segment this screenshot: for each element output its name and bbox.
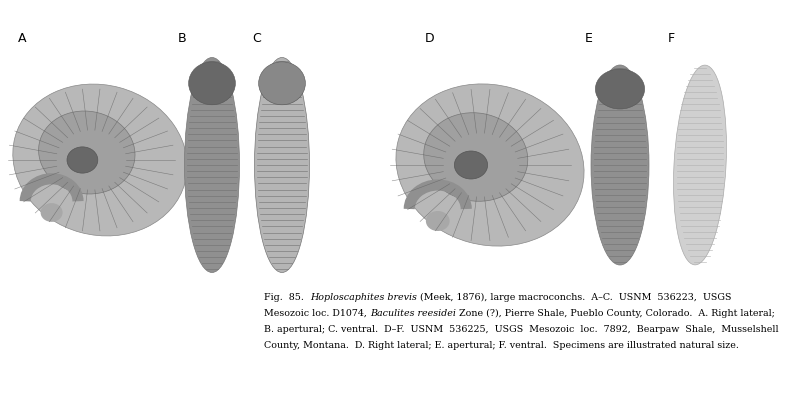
Text: B. apertural; C. ventral.  D–F.  USNM  536225,  USGS  Mesozoic  loc.  7892,  Bea: B. apertural; C. ventral. D–F. USNM 5362… xyxy=(264,325,778,334)
Ellipse shape xyxy=(41,203,62,222)
Ellipse shape xyxy=(426,211,450,231)
Text: E: E xyxy=(585,32,593,45)
Ellipse shape xyxy=(13,84,187,236)
Text: Zone (?), Pierre Shale, Pueblo County, Colorado.  A. Right lateral;: Zone (?), Pierre Shale, Pueblo County, C… xyxy=(456,309,774,318)
Ellipse shape xyxy=(595,69,645,109)
Text: Hoploscaphites brevis: Hoploscaphites brevis xyxy=(310,293,417,302)
Text: A: A xyxy=(18,32,26,45)
Ellipse shape xyxy=(454,151,488,179)
Ellipse shape xyxy=(424,113,528,201)
Text: B: B xyxy=(178,32,186,45)
Ellipse shape xyxy=(258,62,306,105)
Text: Mesozoic loc. D1074,: Mesozoic loc. D1074, xyxy=(264,309,370,318)
Ellipse shape xyxy=(189,62,235,105)
Ellipse shape xyxy=(185,58,239,272)
Ellipse shape xyxy=(67,147,98,173)
Text: Baculites reesidei: Baculites reesidei xyxy=(370,309,456,318)
Text: C: C xyxy=(252,32,261,45)
Ellipse shape xyxy=(591,65,649,265)
Ellipse shape xyxy=(38,111,135,194)
Text: D: D xyxy=(425,32,434,45)
Text: F: F xyxy=(668,32,675,45)
Text: Fig.  85.: Fig. 85. xyxy=(264,293,310,302)
Text: County, Montana.  D. Right lateral; E. apertural; F. ventral.  Specimens are ill: County, Montana. D. Right lateral; E. ap… xyxy=(264,341,739,350)
Ellipse shape xyxy=(674,65,726,265)
Text: (Meek, 1876), large macroconchs.  A–C.  USNM  536223,  USGS: (Meek, 1876), large macroconchs. A–C. US… xyxy=(417,293,731,302)
Ellipse shape xyxy=(396,84,584,246)
Ellipse shape xyxy=(254,58,310,272)
